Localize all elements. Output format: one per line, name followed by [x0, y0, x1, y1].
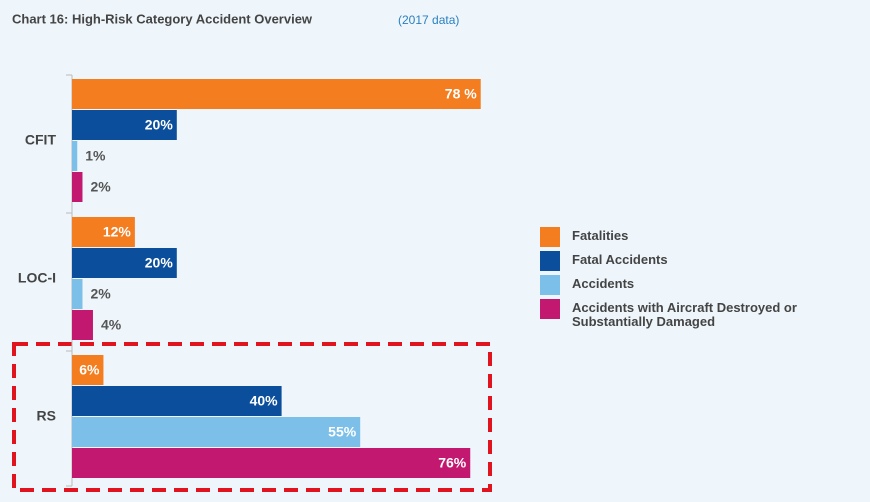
legend: Fatalities Fatal Accidents Accidents Accide…	[540, 227, 815, 335]
value-label: 40%	[250, 393, 279, 409]
value-label: 6%	[79, 362, 100, 378]
bar	[72, 141, 78, 171]
legend-swatch	[540, 251, 560, 271]
value-label: 76%	[438, 455, 467, 471]
value-label: 2%	[90, 179, 111, 195]
bar	[72, 217, 135, 247]
legend-label: Accidents	[572, 276, 635, 291]
bar	[72, 310, 93, 340]
value-label: 55%	[328, 424, 357, 440]
category-label: CFIT	[25, 132, 57, 148]
legend-label: Fatalities	[572, 228, 629, 243]
bar	[72, 110, 177, 140]
category-label: RS	[37, 408, 56, 424]
category-label: LOC-I	[18, 270, 56, 286]
legend-swatch	[540, 299, 560, 319]
value-label: 2%	[90, 286, 111, 302]
value-label: 20%	[145, 255, 174, 271]
highlight-box	[12, 342, 492, 492]
annotation: (2017 data)	[398, 13, 459, 27]
bar	[72, 417, 361, 447]
chart-title: Chart 16: High-Risk Category Accident Ov…	[12, 11, 313, 26]
value-label: 4%	[101, 317, 122, 333]
legend-swatch	[540, 227, 560, 247]
legend-label: Fatal Accidents	[572, 252, 668, 267]
bar	[72, 448, 471, 478]
legend-item: Fatal Accidents	[540, 251, 815, 271]
bar	[72, 279, 83, 309]
legend-item: Fatalities	[540, 227, 815, 247]
bar	[72, 386, 282, 416]
legend-swatch	[540, 275, 560, 295]
value-label: 20%	[145, 117, 174, 133]
bar	[72, 172, 83, 202]
bar	[72, 79, 481, 109]
legend-label: Accidents with Aircraft Destroyed or Sub…	[572, 300, 797, 329]
legend-item: Accidents with Aircraft Destroyed or Sub…	[540, 299, 815, 329]
value-label: 12%	[103, 224, 132, 240]
value-label: 1%	[85, 148, 106, 164]
bar	[72, 355, 104, 385]
value-label: 78 %	[445, 86, 477, 102]
bar	[72, 248, 177, 278]
legend-item: Accidents	[540, 275, 815, 295]
